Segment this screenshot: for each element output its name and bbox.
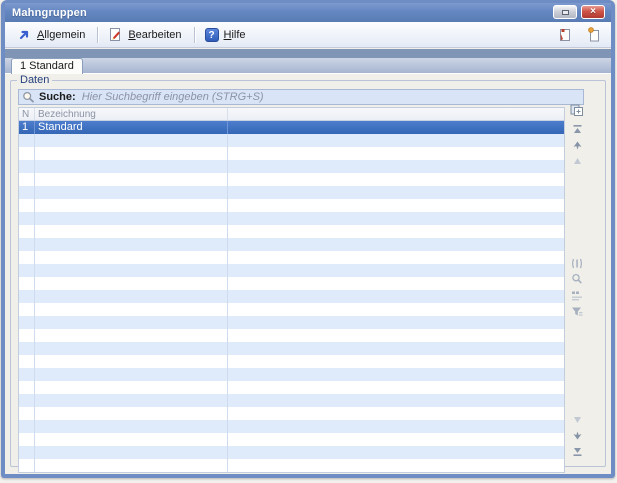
groupbox-label: Daten	[17, 74, 53, 86]
table-row[interactable]	[19, 251, 564, 264]
sort-button[interactable]	[569, 288, 585, 302]
arrow-ne-icon	[19, 30, 29, 40]
table-row[interactable]	[19, 394, 564, 407]
table-row[interactable]	[19, 147, 564, 160]
data-grid: N Bezeichnung 1 Standard	[18, 107, 565, 473]
sort-icon	[572, 291, 582, 300]
move-down-button[interactable]	[569, 428, 585, 442]
close-button[interactable]: ×	[581, 5, 605, 19]
table-row[interactable]	[19, 446, 564, 459]
columns-icon	[572, 258, 582, 268]
edit-record-button[interactable]	[553, 25, 576, 44]
tab-standard[interactable]: 1 Standard	[11, 58, 83, 74]
table-row[interactable]	[19, 264, 564, 277]
scroll-top-icon	[573, 124, 581, 133]
table-row[interactable]	[19, 160, 564, 173]
grid-header: N Bezeichnung	[19, 108, 564, 121]
arrow-down-icon	[573, 431, 581, 439]
column-width-button[interactable]	[569, 256, 585, 270]
table-row[interactable]	[19, 134, 564, 147]
close-icon: ×	[590, 6, 596, 17]
new-record-button[interactable]	[582, 25, 605, 44]
zoom-button[interactable]	[569, 272, 585, 286]
bearbeiten-button[interactable]: Bearbeiten	[102, 24, 189, 45]
content-panel: Daten Suche: Hier Suchbegriff eingeben (…	[5, 74, 611, 474]
allgemein-label: Allgemein	[37, 28, 86, 41]
table-row[interactable]	[19, 316, 564, 329]
table-row[interactable]	[19, 420, 564, 433]
table-row[interactable]	[19, 368, 564, 381]
toolbar-separator	[193, 26, 195, 43]
search-placeholder: Hier Suchbegriff eingeben (STRG+S)	[81, 91, 264, 103]
scroll-top-button[interactable]	[569, 122, 585, 136]
scroll-bottom-button[interactable]	[569, 444, 585, 458]
help-icon: ?	[204, 27, 219, 42]
column-header-bezeichnung[interactable]: Bezeichnung	[35, 108, 228, 120]
table-row[interactable]	[19, 238, 564, 251]
move-down-disabled-button[interactable]	[569, 412, 585, 426]
column-header-extra[interactable]	[228, 108, 564, 120]
search-icon	[23, 91, 34, 103]
table-row[interactable]	[19, 342, 564, 355]
table-row[interactable]	[19, 381, 564, 394]
titlebar[interactable]: Mahngruppen ×	[5, 3, 611, 22]
table-row[interactable]	[19, 212, 564, 225]
table-row[interactable]	[19, 303, 564, 316]
table-row[interactable]	[19, 173, 564, 186]
copy-icon	[570, 104, 583, 116]
cell-bezeichnung: Standard	[35, 121, 228, 134]
daten-groupbox: Daten Suche: Hier Suchbegriff eingeben (…	[10, 74, 606, 473]
move-up-disabled-button[interactable]	[569, 154, 585, 168]
cell-n: 1	[19, 121, 35, 134]
table-row[interactable]	[19, 459, 564, 472]
arrow-up-light-icon	[573, 157, 581, 164]
column-header-n[interactable]: N	[19, 108, 35, 120]
hilfe-button[interactable]: ? Hilfe	[199, 25, 254, 45]
table-row[interactable]	[19, 277, 564, 290]
edit-record-icon	[560, 29, 570, 41]
allgemein-button[interactable]: Allgemein	[11, 24, 93, 45]
toolbar-separator	[97, 26, 99, 43]
edit-document-icon	[110, 28, 121, 41]
scroll-bottom-icon	[573, 447, 581, 456]
table-row[interactable]	[19, 186, 564, 199]
filter-icon	[572, 307, 583, 316]
minimize-icon	[561, 9, 569, 15]
table-row[interactable]	[19, 407, 564, 420]
magnifier-icon	[572, 273, 582, 284]
table-row[interactable]	[19, 329, 564, 342]
grid-side-toolbar	[567, 81, 589, 466]
hilfe-label: Hilfe	[223, 28, 246, 41]
search-input[interactable]: Suche: Hier Suchbegriff eingeben (STRG+S…	[18, 89, 584, 105]
table-row[interactable]	[19, 433, 564, 446]
window-title: Mahngruppen	[12, 6, 87, 19]
toolbar: Allgemein Bearbeiten ? Hilfe	[5, 22, 611, 48]
move-up-button[interactable]	[569, 138, 585, 152]
minimize-button[interactable]	[553, 5, 577, 19]
table-row[interactable]	[19, 199, 564, 212]
search-label: Suche:	[39, 91, 76, 103]
arrow-down-light-icon	[573, 416, 581, 423]
table-row[interactable]	[19, 225, 564, 238]
grid-body: 1 Standard	[19, 121, 564, 472]
toolbar-band	[5, 49, 611, 58]
table-row-selected[interactable]: 1 Standard	[19, 121, 564, 134]
filter-button[interactable]	[569, 304, 585, 318]
table-row[interactable]	[19, 290, 564, 303]
column-chooser-button[interactable]	[569, 103, 585, 117]
arrow-up-icon	[573, 141, 581, 149]
bearbeiten-label: Bearbeiten	[128, 28, 182, 41]
table-row[interactable]	[19, 355, 564, 368]
new-record-icon	[588, 27, 599, 42]
tab-strip: 1 Standard	[5, 58, 611, 74]
